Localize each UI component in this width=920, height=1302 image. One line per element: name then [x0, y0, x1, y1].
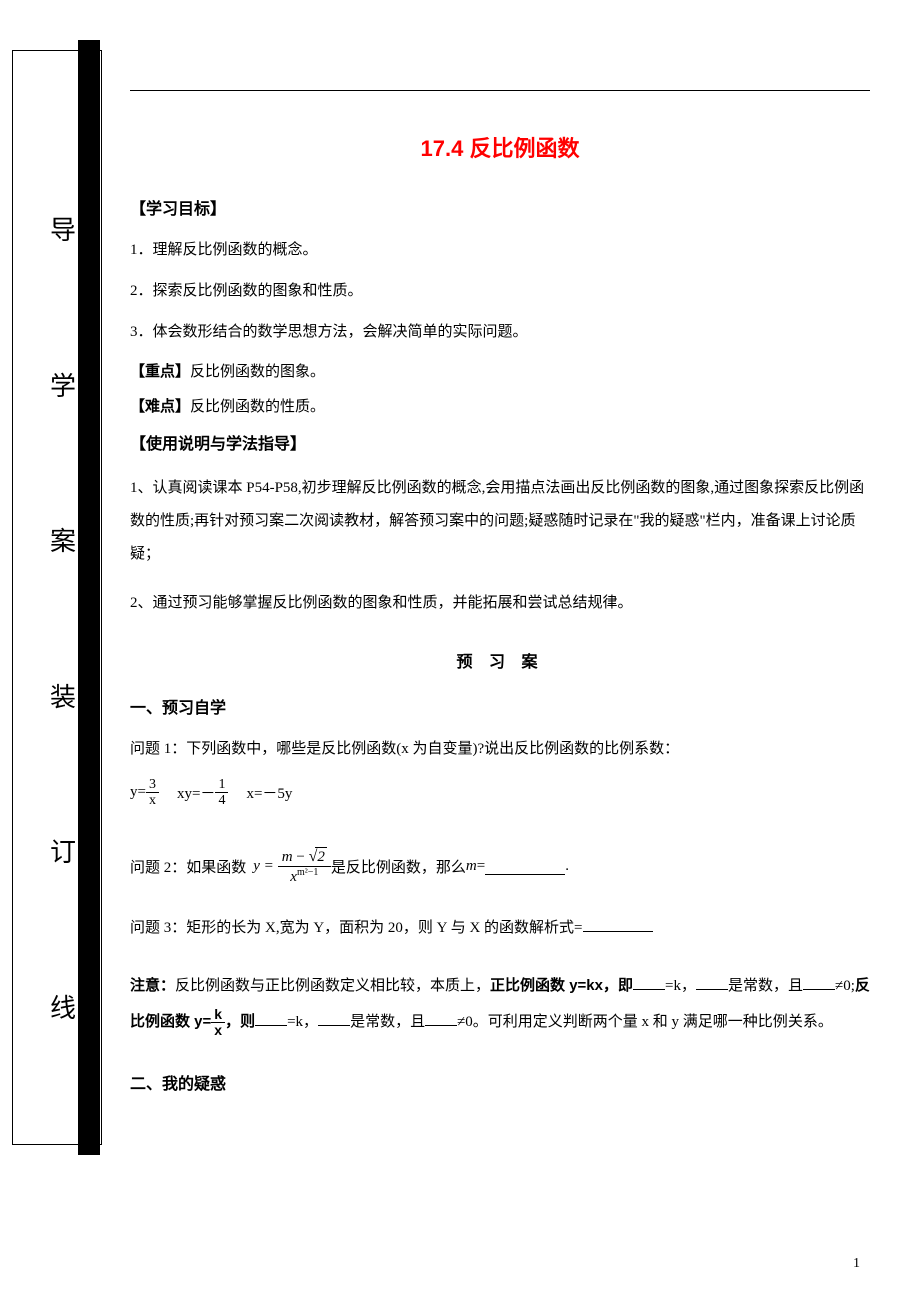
top-rule	[130, 90, 870, 91]
side-char: 导	[50, 210, 76, 247]
side-char: 学	[50, 366, 76, 403]
side-char: 案	[50, 521, 76, 558]
q2-m-var: m	[466, 858, 477, 875]
q2-prefix: 问题 2：如果函数	[130, 856, 246, 877]
fraction-denominator: 4	[215, 793, 228, 808]
formula-minus: −	[296, 849, 304, 865]
side-char: 线	[50, 988, 76, 1025]
note-seg: =k，	[665, 978, 696, 994]
question-1-formula: y= 3 x xy=－ 1 4 x=－5y	[130, 777, 870, 809]
fraction-numerator: k	[211, 1007, 225, 1023]
note-seg: ≠0;	[835, 978, 855, 994]
blank-fill	[318, 1008, 350, 1026]
formula-text: y=	[130, 784, 146, 801]
side-char: 订	[50, 832, 76, 869]
formula-text: x=－5y	[246, 782, 292, 803]
note-seg: 是常数，且	[350, 1014, 425, 1030]
note-seg: 是常数，	[728, 978, 788, 994]
document-content: 17.4 反比例函数 【学习目标】 1．理解反比例函数的概念。 2．探索反比例函…	[130, 50, 890, 1112]
goal-item: 3．体会数形结合的数学思想方法，会解决简单的实际问题。	[130, 319, 870, 346]
formula-text: y =	[253, 858, 274, 875]
method-header: 【使用说明与学法指导】	[130, 430, 870, 454]
q2-period: .	[565, 858, 569, 875]
blank-fill	[803, 972, 835, 990]
note-paragraph: 注意：反比例函数与正比例函数定义相比较，本质上，正比例函数 y=kx，即 =k， 是…	[130, 968, 870, 1040]
blank-fill	[633, 972, 665, 990]
blank-fill	[485, 857, 565, 875]
blank-fill	[425, 1008, 457, 1026]
diff-point-label: 【难点】	[130, 398, 190, 415]
goals-header: 【学习目标】	[130, 195, 870, 219]
note-bold-suffix: ，则	[225, 1013, 255, 1030]
blank-fill	[583, 914, 653, 932]
key-point: 【重点】反比例函数的图象。	[130, 360, 870, 381]
question-1: 问题 1：下列函数中，哪些是反比例函数(x 为自变量)?说出反比例函数的比例系数…	[130, 736, 870, 763]
method-para: 2、通过预习能够掌握反比例函数的图象和性质，并能拓展和尝试总结规律。	[130, 587, 870, 620]
key-point-label: 【重点】	[130, 363, 190, 380]
diff-point-text: 反比例函数的性质。	[190, 399, 325, 415]
preview-self-header: 一、预习自学	[130, 694, 870, 718]
note-body: 反比例函数与正比例函数定义相比较，本质上，	[175, 978, 490, 994]
question-3: 问题 3：矩形的长为 X,宽为 Y，面积为 20，则 Y 与 X 的函数解析式=	[130, 914, 870, 942]
blank-fill	[255, 1008, 287, 1026]
sqrt-content: 2	[315, 847, 327, 866]
formula-m: m	[282, 849, 293, 865]
goal-item: 2．探索反比例函数的图象和性质。	[130, 278, 870, 305]
goal-item: 1．理解反比例函数的概念。	[130, 237, 870, 264]
fraction-numerator: 3	[146, 777, 159, 793]
note-bold: 正比例函数 y=kx，即	[490, 977, 633, 994]
q2-mid: 是反比例函数，那么	[331, 856, 466, 877]
note-seg: =k，	[287, 1014, 318, 1030]
side-char: 装	[50, 677, 76, 714]
note-seg: 且	[788, 978, 803, 994]
fraction-denominator: x	[211, 1023, 225, 1038]
doubt-header: 二、我的疑惑	[130, 1070, 870, 1094]
question-2: 问题 2：如果函数 y = m − √2 xm²−1 是反比例函数，那么 m =…	[130, 847, 870, 886]
page-number: 1	[853, 1256, 860, 1272]
key-point-text: 反比例函数的图象。	[190, 364, 325, 380]
blank-fill	[696, 972, 728, 990]
note-prefix: 注意：	[130, 977, 175, 994]
method-para: 1、认真阅读课本 P54-P58,初步理解反比例函数的概念,会用描点法画出反比例…	[130, 472, 870, 571]
fraction-numerator: 1	[215, 777, 228, 793]
side-binding-box: 导 学 案 装 订 线	[12, 50, 102, 1145]
fraction-denominator: x	[146, 793, 159, 808]
formula-x: x	[290, 869, 297, 885]
formula-exp: m²−1	[297, 867, 318, 878]
note-seg: ≠0。可利用定义判断两个量 x 和 y 满足哪一种比例关系。	[457, 1014, 833, 1030]
preview-header: 预 习 案	[130, 648, 870, 672]
q3-text: 问题 3：矩形的长为 X,宽为 Y，面积为 20，则 Y 与 X 的函数解析式=	[130, 920, 583, 936]
document-title: 17.4 反比例函数	[130, 131, 870, 163]
formula-text: xy=－	[177, 782, 215, 803]
diff-point: 【难点】反比例函数的性质。	[130, 395, 870, 416]
q2-eq: =	[477, 858, 485, 875]
